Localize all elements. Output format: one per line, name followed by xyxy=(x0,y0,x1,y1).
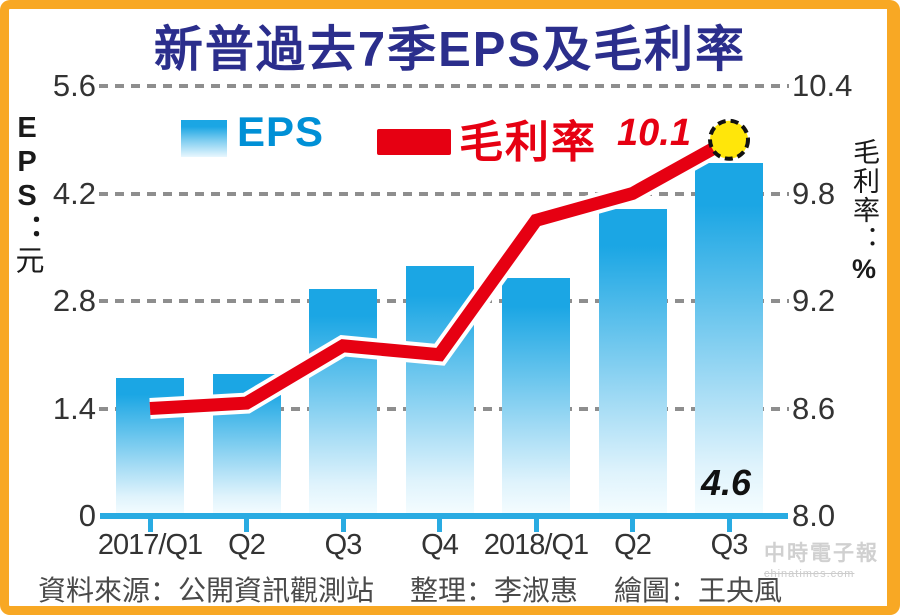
plot-area xyxy=(99,84,789,516)
footer-credits: 資料來源：公開資訊觀測站 整理：李淑惠 繪圖：王央風 xyxy=(38,569,782,609)
watermark: 中時電子報 chinatimes.com xyxy=(764,537,896,580)
footer-editor: 整理：李淑惠 xyxy=(410,575,579,606)
x-axis-tick xyxy=(437,519,442,532)
x-axis-tick xyxy=(726,519,732,532)
right-axis-tick-label: 9.2 xyxy=(792,283,836,318)
legend-margin-swatch xyxy=(377,129,451,155)
x-axis-tick xyxy=(340,519,346,532)
right-axis-title-text: 毛利率： xyxy=(849,138,879,254)
last-bar-value-label: 4.6 xyxy=(701,462,752,503)
left-axis-tick-label: 2.8 xyxy=(52,283,96,318)
legend-eps-swatch xyxy=(181,120,227,157)
footer-source: 資料來源：公開資訊觀測站 xyxy=(38,575,375,606)
gridline xyxy=(99,191,789,196)
x-axis-tick xyxy=(147,519,153,532)
x-axis-label: Q2 xyxy=(614,529,652,561)
gross-margin-line xyxy=(149,134,733,415)
x-axis-tick xyxy=(533,519,539,532)
right-axis-title: 毛利率：% xyxy=(849,138,879,286)
x-axis-label: 2017/Q1 xyxy=(97,529,203,561)
x-axis-label: Q4 xyxy=(421,529,459,561)
peak-marker-circle xyxy=(708,118,750,161)
eps-bar xyxy=(695,162,763,516)
watermark-brand: 中時電子報 xyxy=(764,542,879,565)
watermark-url: chinatimes.com xyxy=(764,568,855,580)
legend-margin-label: 毛利率 xyxy=(459,118,597,167)
right-axis-title-pct: % xyxy=(849,254,879,286)
gridline xyxy=(99,84,789,88)
footer-illustrator: 繪圖：王央風 xyxy=(614,575,783,606)
left-axis-tick-label: 1.4 xyxy=(52,390,96,426)
left-axis-title: EPS：元 xyxy=(11,112,43,276)
x-axis-tick xyxy=(244,519,249,532)
left-axis-title-eps: EPS： xyxy=(11,112,43,245)
chart-title: 新普過去7季EPS及毛利率 xyxy=(153,23,747,77)
x-axis-label: Q2 xyxy=(228,529,266,561)
x-axis-label: Q3 xyxy=(324,529,363,561)
eps-bar xyxy=(309,289,377,516)
left-axis-tick-label: 4.2 xyxy=(52,175,96,211)
left-axis-tick-label: 0 xyxy=(78,498,96,533)
x-axis-tick xyxy=(630,519,635,532)
x-axis-label: Q3 xyxy=(710,529,749,561)
right-axis-tick-label: 10.4 xyxy=(792,68,853,103)
right-axis-tick-label: 9.8 xyxy=(792,175,836,211)
right-axis-tick-label: 8.6 xyxy=(792,390,836,426)
left-axis-title-unit: 元 xyxy=(11,245,43,276)
line-peak-value-label: 10.1 xyxy=(617,112,691,154)
legend-eps-label: EPS xyxy=(237,108,325,155)
gross-margin-line-layer xyxy=(149,118,750,419)
x-axis-label: 2018/Q1 xyxy=(483,529,589,561)
right-axis-tick-label: 8.0 xyxy=(792,498,836,533)
eps-bar xyxy=(598,208,667,516)
line-white-casing xyxy=(149,130,735,419)
left-axis-tick-label: 5.6 xyxy=(52,68,96,103)
x-axis-line xyxy=(100,513,788,519)
eps-bar xyxy=(502,277,570,516)
